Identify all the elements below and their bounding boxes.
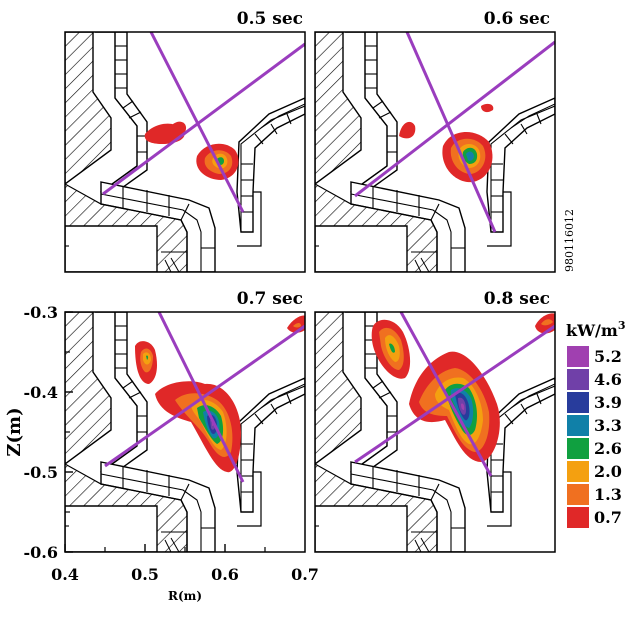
figure-id: 980116012 [563,209,576,272]
legend-label: 5.2 [594,347,622,366]
legend-swatch [567,392,589,413]
legend-label: 2.6 [594,439,622,458]
emission-contours [135,315,305,473]
legend-swatch [567,369,589,390]
panel-0-5-sec [64,31,306,273]
panel-title: 0.8 sec [484,289,550,309]
legend-swatch [567,415,589,436]
sightline [354,40,555,198]
y-tick-label: -0.4 [24,383,58,402]
y-tick-label: -0.5 [24,463,58,482]
sightline [149,32,245,213]
legend-label: 4.6 [594,370,622,389]
legend-label: 3.9 [594,393,622,412]
panel-title: 0.6 sec [484,9,550,29]
panel-0-7-sec [64,311,306,553]
legend-swatch [567,346,589,367]
legend-swatch [567,438,589,459]
sightline [354,324,555,464]
panel-0-6-sec [314,31,556,273]
legend-swatch [567,484,589,505]
x-tick-label: 0.7 [291,565,319,584]
sightline [104,324,305,468]
legend: kW/m3 5.2 4.6 3.9 3.3 2.6 2.0 1.3 0.7 [566,319,625,528]
x-tick-label: 0.4 [51,565,79,584]
x-tick-label: 0.5 [131,565,159,584]
legend-swatch [567,507,589,528]
x-axis-label: R(m) [168,589,202,603]
legend-swatch [567,461,589,482]
y-tick-label: -0.3 [24,303,58,322]
panel-0-8-sec [314,311,556,553]
sightline [102,42,305,196]
x-tick-label: 0.6 [211,565,239,584]
sightline [399,312,493,477]
sightline [405,32,497,233]
y-axis-label: Z(m) [4,407,25,456]
emission-contours [399,103,494,183]
legend-label: 1.3 [594,485,622,504]
legend-label: 0.7 [594,508,622,527]
legend-unit: kW/m3 [566,319,625,340]
panel-title: 0.7 sec [237,289,303,309]
y-tick-label: -0.6 [24,543,58,562]
legend-label: 2.0 [594,462,622,481]
legend-label: 3.3 [594,416,622,435]
panel-title: 0.5 sec [237,9,303,29]
